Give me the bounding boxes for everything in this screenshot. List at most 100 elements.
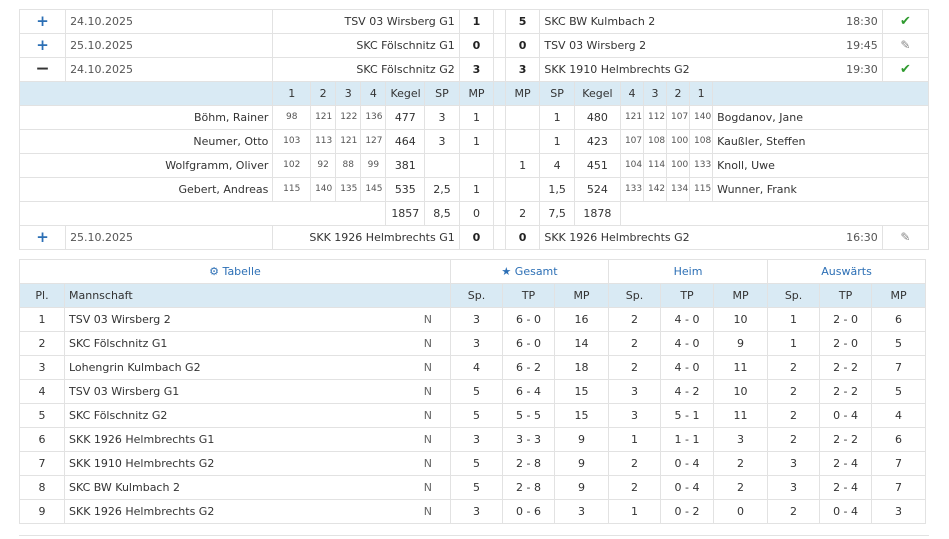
home-kegel: 381 [385, 153, 426, 178]
heim-sp: 1 [608, 427, 662, 452]
tab-auswaerts[interactable]: Auswärts [767, 259, 927, 284]
team-name: SKK 1926 Helmbrechts G2 [69, 505, 215, 518]
away-lane-score: 133 [619, 177, 644, 202]
player-sep [493, 177, 506, 202]
col-heim-mp: MP [713, 283, 769, 308]
away-lane-score: 107 [666, 105, 691, 130]
heim-sp: 2 [608, 451, 662, 476]
away-lane-score: 121 [619, 105, 644, 130]
auswaerts-sp: 1 [767, 331, 821, 356]
gesamt-mp: 15 [553, 379, 610, 404]
pencil-icon[interactable]: ✎ [881, 225, 930, 250]
check-icon[interactable]: ✔ [881, 9, 930, 34]
expand-icon[interactable]: + [18, 9, 67, 34]
away-score: 3 [504, 57, 541, 82]
away-kegel: 451 [573, 153, 621, 178]
gesamt-tp: 6 - 2 [502, 355, 555, 380]
match-time: 19:45 [846, 39, 878, 52]
away-lane-score: 100 [666, 153, 691, 178]
standings-row[interactable]: 5 SKC Fölschnitz G2 N 5 5 - 5 15 3 5 - 1 11 2 0 - … [19, 403, 949, 428]
tabelle-label: Tabelle [222, 265, 261, 278]
heim-mp: 9 [713, 331, 769, 356]
heim-tp: 4 - 0 [660, 331, 715, 356]
heim-sp: 3 [608, 379, 662, 404]
standings-row[interactable]: 4 TSV 03 Wirsberg G1 N 5 6 - 4 15 3 4 - 2 10 2 2 -… [19, 379, 949, 404]
check-icon[interactable]: ✔ [881, 57, 930, 82]
home-team: TSV 03 Wirsberg G1 [272, 9, 460, 34]
gesamt-sp: 5 [450, 403, 503, 428]
gesamt-sp: 5 [450, 451, 503, 476]
auswaerts-mp: 6 [871, 307, 927, 332]
score-separator [493, 225, 506, 250]
standings-row[interactable]: 3 Lohengrin Kulmbach G2 N 4 6 - 2 18 2 4 - 0 11 2… [19, 355, 949, 380]
gesamt-mp: 9 [553, 475, 610, 500]
home-lane-score: 121 [310, 105, 337, 130]
expand-icon[interactable]: + [18, 225, 67, 250]
tab-heim[interactable]: Heim [608, 259, 769, 284]
tab-tabelle[interactable]: ⚙ Tabelle [19, 259, 451, 284]
auswaerts-tp: 2 - 0 [819, 331, 873, 356]
auswaerts-sp: 3 [767, 451, 821, 476]
home-score: 0 [458, 225, 495, 250]
bottom-divider [19, 535, 929, 536]
gesamt-tp: 2 - 8 [502, 475, 555, 500]
away-lane-score: 114 [642, 153, 668, 178]
home-lane-score: 102 [272, 153, 312, 178]
away-kegel: 423 [573, 129, 621, 154]
col-h1: 1 [272, 81, 312, 106]
player-sep [493, 153, 506, 178]
match-row[interactable]: +24.10.2025 TSV 03 Wirsberg G1 1 5 SKC BW Ku… [18, 9, 930, 34]
heim-tp: 4 - 2 [660, 379, 715, 404]
n-flag: N [423, 457, 432, 470]
player-row: Böhm, Rainer 98 121 122 136 477 3 1 1 480 121 112 10… [18, 105, 929, 130]
away-sp: 4 [539, 153, 575, 178]
away-sp: 1 [539, 129, 575, 154]
match-row[interactable]: −24.10.2025 SKC Fölschnitz G2 3 3 SKK 1910 H… [18, 57, 930, 82]
player-row: Neumer, Otto 103 113 121 127 464 3 1 1 423 107 108 1… [18, 129, 929, 154]
away-total-kegel: 1878 [573, 201, 621, 226]
totals-sep [493, 201, 506, 226]
col-ausw-sp: Sp. [767, 283, 821, 308]
heim-mp: 2 [713, 475, 769, 500]
col-h1: 1 [689, 81, 714, 106]
auswaerts-mp: 5 [871, 379, 927, 404]
away-team-name: TSV 03 Wirsberg 2 [544, 39, 647, 52]
score-separator [493, 9, 506, 34]
heim-sp: 2 [608, 355, 662, 380]
expand-icon[interactable]: + [18, 33, 67, 58]
gesamt-mp: 9 [553, 427, 610, 452]
gesamt-tp: 6 - 0 [502, 331, 555, 356]
home-player-name: Gebert, Andreas [18, 177, 274, 202]
gesamt-sp: 5 [450, 379, 503, 404]
auswaerts-sp: 2 [767, 499, 821, 524]
place: 4 [19, 379, 65, 404]
heim-mp: 10 [713, 307, 769, 332]
team-cell: SKC Fölschnitz G1 N [64, 331, 451, 356]
heim-tp: 0 - 4 [660, 475, 715, 500]
away-score: 0 [504, 225, 541, 250]
match-row[interactable]: +25.10.2025 SKC Fölschnitz G1 0 0 TSV 03 Wir… [18, 33, 930, 58]
match-row[interactable]: +25.10.2025 SKK 1926 Helmbrechts G1 0 0 SKK … [18, 225, 930, 250]
home-lane-score: 99 [360, 153, 387, 178]
heim-tp: 4 - 0 [660, 355, 715, 380]
matches-table: +24.10.2025 TSV 03 Wirsberg G1 1 5 SKC BW Ku… [18, 9, 930, 250]
match-date: 25.10.2025 [65, 225, 274, 250]
place: 2 [19, 331, 65, 356]
home-player-name: Neumer, Otto [18, 129, 274, 154]
player-row: Wolfgramm, Oliver 102 92 88 99 381 1 4 451 104 114… [18, 153, 929, 178]
col-heim-sp: Sp. [608, 283, 662, 308]
gesamt-sp: 3 [450, 331, 503, 356]
pencil-icon[interactable]: ✎ [881, 33, 930, 58]
away-score: 5 [504, 9, 541, 34]
tab-gesamt[interactable]: ★ Gesamt [449, 259, 610, 284]
home-mp: 1 [458, 105, 495, 130]
col-sp: SP [424, 81, 460, 106]
collapse-icon[interactable]: − [18, 57, 67, 82]
home-lane-score: 127 [360, 129, 387, 154]
